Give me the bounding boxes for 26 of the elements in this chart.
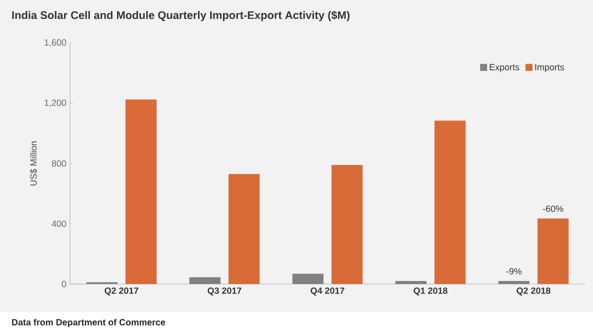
legend-label: Exports <box>490 64 520 72</box>
bar <box>538 218 569 284</box>
y-axis-title: US$ Million <box>30 141 38 186</box>
x-tick-label: Q2 2018 <box>516 288 550 296</box>
x-tick-label: Q2 2017 <box>104 288 138 296</box>
bar <box>292 274 324 284</box>
bar <box>228 174 260 284</box>
y-tick-label: 0 <box>62 280 66 288</box>
legend-label: Imports <box>535 64 564 72</box>
y-tick-label: 1,200 <box>44 100 66 107</box>
x-tick-label: Q1 2018 <box>414 288 448 296</box>
bar <box>126 99 157 284</box>
annotation: -9% <box>506 268 522 274</box>
bar <box>332 165 363 284</box>
bar <box>189 277 221 284</box>
bar <box>498 280 530 284</box>
x-tick-label: Q3 2017 <box>208 288 242 296</box>
y-tick-label: 1,600 <box>44 39 66 47</box>
bar <box>434 120 466 284</box>
annotation: -60% <box>543 206 564 212</box>
chart-title: India Solar Cell and Module Quarterly Import-Export Activity ($M) <box>12 10 350 22</box>
y-tick-label: 800 <box>52 160 66 167</box>
text: Data from Department of Commerce <box>12 318 166 328</box>
x-tick-label: Q4 2017 <box>310 288 344 296</box>
bar <box>395 280 427 284</box>
y-tick-label: 400 <box>52 220 66 227</box>
